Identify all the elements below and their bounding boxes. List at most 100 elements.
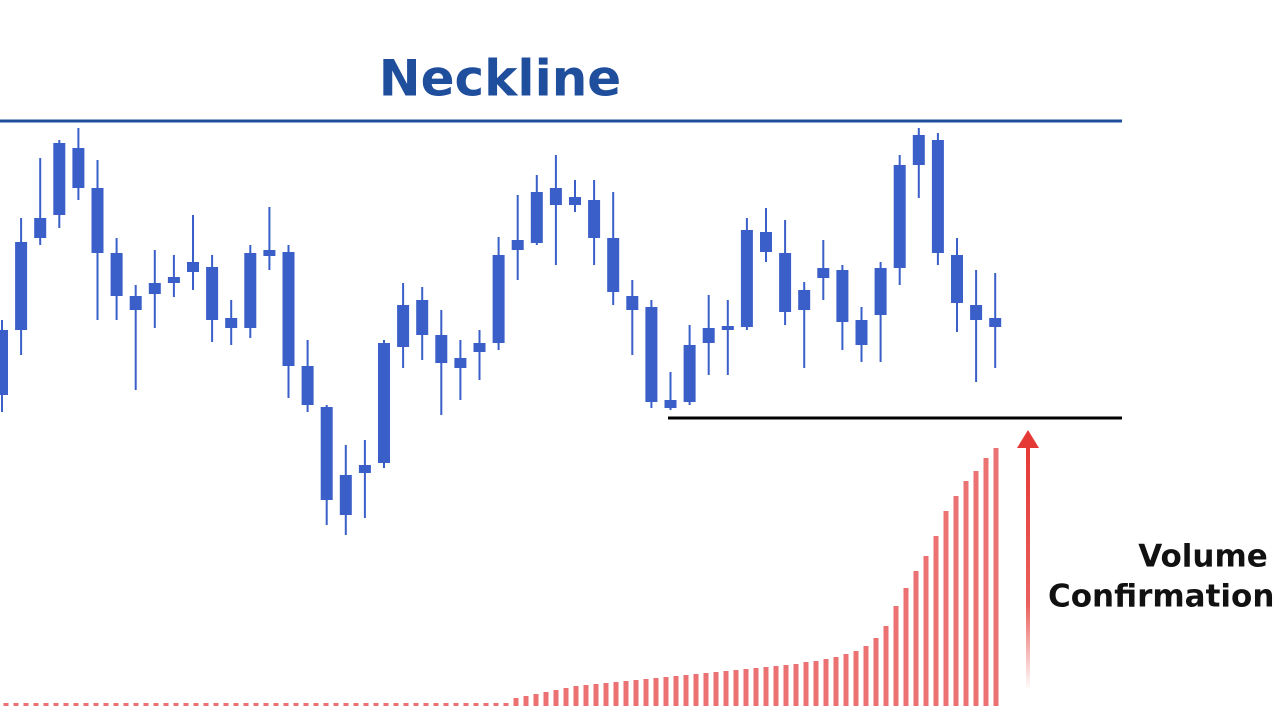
candle-body — [225, 318, 238, 328]
candle-body — [626, 296, 639, 310]
volume-bar — [973, 471, 979, 706]
volume-bar — [273, 703, 279, 706]
volume-bar — [183, 703, 189, 706]
candle-body — [473, 343, 486, 352]
volume-bar — [823, 659, 829, 706]
volume-bar — [953, 496, 959, 706]
volume-bar — [123, 703, 129, 706]
volume-bar — [393, 703, 399, 706]
volume-bar — [513, 698, 519, 706]
candle-body — [798, 290, 811, 310]
volume-bar — [283, 703, 289, 706]
candle-body — [683, 345, 696, 402]
volume-bar — [53, 703, 59, 706]
candle-body — [492, 255, 505, 343]
volume-bar — [223, 703, 229, 706]
volume-bar — [213, 703, 219, 706]
volume-bar — [583, 685, 589, 706]
volume-bar — [683, 675, 689, 706]
volume-bar — [853, 651, 859, 706]
candle-body — [836, 270, 849, 322]
candle-body — [740, 230, 753, 327]
arrow-shaft — [1026, 446, 1030, 690]
volume-bar — [543, 692, 549, 706]
volume-bar — [963, 481, 969, 706]
volume-bar — [893, 606, 899, 706]
candle-body — [855, 320, 868, 345]
volume-bar — [863, 646, 869, 706]
volume-bar — [593, 684, 599, 706]
candle-body — [874, 268, 887, 315]
volume-bar — [873, 638, 879, 706]
candle-body — [91, 188, 104, 253]
volume-bar — [293, 703, 299, 706]
candle-body — [282, 252, 295, 366]
volume-bar — [463, 703, 469, 706]
candle-body — [664, 400, 677, 408]
volume-bar — [253, 703, 259, 706]
candle-body — [454, 358, 467, 368]
candle-body — [951, 255, 963, 303]
volume-bar — [993, 448, 999, 706]
volume-bar — [153, 703, 159, 706]
candle-body — [970, 305, 983, 320]
volume-bar — [203, 703, 209, 706]
candle-body — [301, 366, 314, 405]
candle-body — [397, 305, 410, 347]
candle-body — [34, 218, 47, 238]
candle-body — [244, 253, 257, 328]
candle-body — [187, 262, 199, 272]
volume-bar — [833, 657, 839, 706]
volume-bar — [553, 690, 559, 706]
volume-bar — [373, 703, 379, 706]
volume-bar — [773, 666, 779, 706]
volume-bar — [83, 703, 89, 706]
candle-body — [339, 475, 352, 515]
candle-body — [72, 148, 85, 188]
volume-bar — [713, 672, 719, 706]
candle-body — [779, 253, 792, 312]
candle-body — [435, 335, 448, 363]
volume-bar — [233, 703, 239, 706]
volume-bar — [73, 703, 79, 706]
volume-bar — [483, 703, 489, 706]
volume-bar — [343, 703, 349, 706]
candle-body — [702, 328, 715, 343]
volume-bar — [803, 662, 809, 706]
volume-bar — [763, 667, 769, 706]
candle-body — [893, 165, 906, 268]
annotation: Volume — [1138, 539, 1268, 575]
volume-bar — [13, 703, 19, 706]
volume-bar — [983, 458, 989, 706]
volume-bar — [473, 703, 479, 706]
candle-body — [206, 267, 219, 320]
volume-bar — [453, 703, 459, 706]
candle-body — [912, 135, 925, 165]
volume-bar — [783, 665, 789, 706]
chart-title: Neckline — [379, 50, 621, 108]
volume-bar — [403, 703, 409, 706]
volume-bar — [3, 703, 9, 706]
volume-bar — [133, 703, 139, 706]
volume-bar — [323, 703, 329, 706]
volume-bar — [703, 673, 709, 706]
volume-bar — [173, 703, 179, 706]
volume-bar — [913, 571, 919, 706]
volume-bar — [613, 682, 619, 706]
volume-bar — [563, 688, 569, 706]
volume-bar — [243, 703, 249, 706]
volume-bar — [43, 703, 49, 706]
candle-body — [569, 197, 581, 205]
candle-body — [817, 268, 830, 278]
candle-body — [53, 143, 66, 215]
volume-bar — [723, 671, 729, 706]
volume-bar — [793, 664, 799, 706]
volume-bar — [383, 703, 389, 706]
volume-bar — [693, 674, 699, 706]
volume-bar — [143, 703, 149, 706]
volume-bar — [523, 696, 529, 706]
volume-bar — [493, 703, 499, 706]
volume-bar — [883, 626, 889, 706]
